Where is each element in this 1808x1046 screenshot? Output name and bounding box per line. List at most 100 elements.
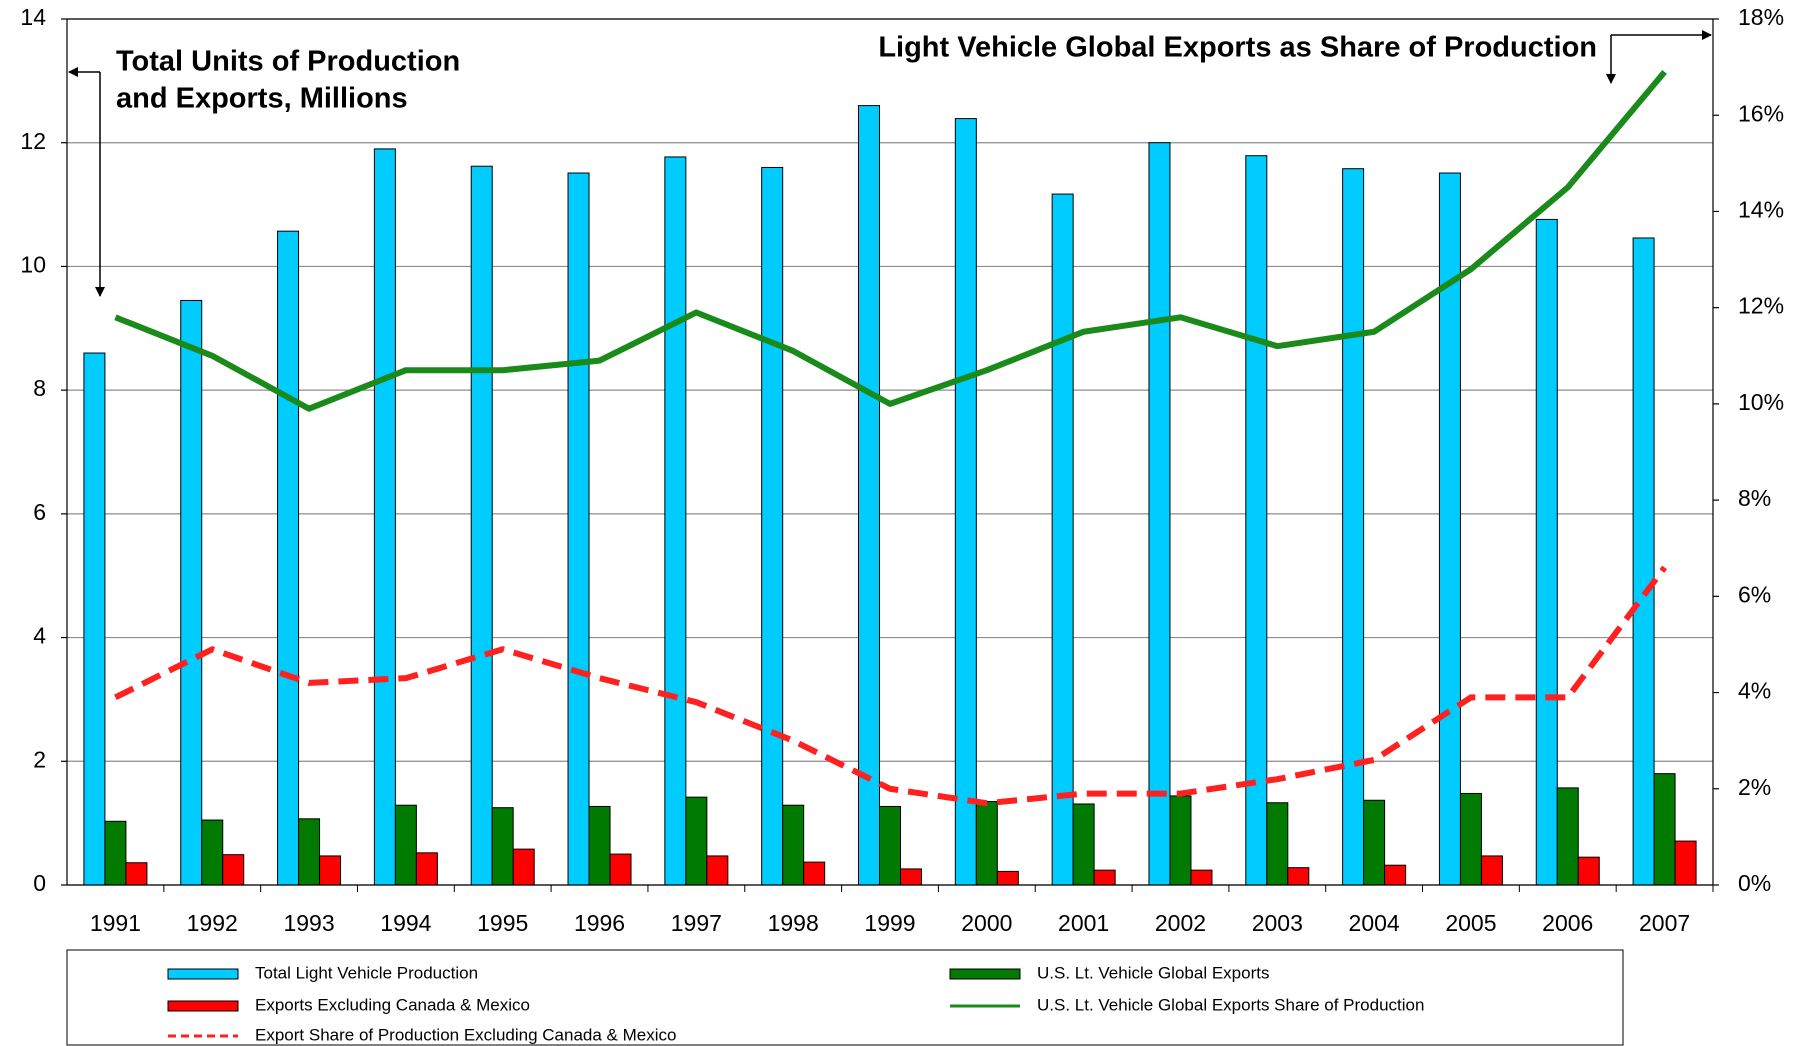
legend-label: Exports Excluding Canada & Mexico — [255, 995, 530, 1014]
grid — [61, 18, 1719, 892]
y2-axis-title: Light Vehicle Global Exports as Share of… — [878, 32, 1597, 64]
bar — [125, 862, 148, 886]
bar — [277, 230, 300, 886]
bar — [1384, 864, 1407, 886]
bar — [1577, 856, 1600, 886]
bar — [1169, 795, 1192, 886]
bar — [761, 166, 784, 886]
y-tick-label: 8 — [33, 375, 46, 401]
x-tick-label: 1998 — [768, 910, 819, 936]
bar — [1556, 787, 1579, 886]
bar — [298, 818, 321, 886]
y-axis-title: and Exports, Millions — [116, 83, 408, 115]
x-tick-label: 1992 — [187, 910, 238, 936]
bar — [609, 853, 632, 886]
y-tick-label: 0 — [33, 870, 46, 896]
bar — [803, 861, 826, 886]
y-axis-title: Total Units of Production — [116, 46, 460, 78]
bar — [180, 299, 203, 886]
x-tick-label: 1994 — [380, 910, 431, 936]
legend-label: U.S. Lt. Vehicle Global Exports — [1037, 963, 1269, 982]
bar — [1287, 867, 1310, 886]
bar — [588, 805, 611, 886]
y2-tick-label: 8% — [1738, 485, 1771, 511]
x-tick-label: 2001 — [1058, 910, 1109, 936]
legend-swatch — [167, 1000, 239, 1012]
bar — [664, 156, 687, 886]
y-tick-label: 2 — [33, 746, 46, 772]
x-tick-label: 1997 — [671, 910, 722, 936]
y2-tick-label: 16% — [1738, 100, 1784, 126]
bar — [1148, 142, 1171, 886]
x-tick-label: 2006 — [1542, 910, 1593, 936]
y2-tick-label: 4% — [1738, 678, 1771, 704]
legend-label: Export Share of Production Excluding Can… — [255, 1025, 676, 1044]
x-tick-label: 2002 — [1155, 910, 1206, 936]
bar — [1459, 792, 1482, 886]
bar — [222, 854, 245, 886]
bar — [996, 870, 1019, 886]
bar — [104, 820, 127, 886]
legend-box — [66, 949, 1624, 1046]
y2-tick-label: 10% — [1738, 389, 1784, 415]
bar — [1072, 803, 1095, 886]
bar — [1245, 155, 1268, 886]
bar — [706, 855, 729, 886]
y-tick-label: 4 — [33, 623, 46, 649]
y-tick-label: 10 — [20, 252, 46, 278]
x-tick-label: 2004 — [1349, 910, 1400, 936]
y2-tick-label: 6% — [1738, 581, 1771, 607]
bar — [319, 855, 342, 886]
y2-tick-label: 2% — [1738, 774, 1771, 800]
marks — [83, 69, 1697, 886]
bar — [1342, 168, 1365, 886]
y-tick-label: 12 — [20, 128, 46, 154]
x-tick-label: 2000 — [961, 910, 1012, 936]
x-tick-label: 2005 — [1445, 910, 1496, 936]
bar — [1051, 193, 1074, 886]
bar — [879, 805, 901, 886]
bar — [415, 852, 438, 886]
bar — [567, 172, 590, 886]
legend-label: Total Light Vehicle Production — [255, 963, 478, 982]
bar — [491, 807, 514, 886]
line — [114, 69, 1667, 412]
y-tick-label: 6 — [33, 499, 46, 525]
bar — [782, 804, 805, 886]
y2-tick-label: 14% — [1738, 197, 1784, 223]
x-tick-label: 1991 — [90, 910, 141, 936]
line — [114, 565, 1667, 807]
bar — [858, 105, 880, 886]
bar — [954, 118, 977, 886]
bar — [1674, 840, 1697, 886]
bar — [685, 796, 708, 886]
legend-swatch — [167, 968, 239, 980]
x-tick-label: 1996 — [574, 910, 625, 936]
legend-swatch — [949, 968, 1021, 980]
y-tick-label: 14 — [20, 4, 46, 30]
x-tick-label: 2003 — [1252, 910, 1303, 936]
bar — [1093, 869, 1116, 886]
bar — [83, 352, 106, 886]
x-tick-label: 1999 — [864, 910, 915, 936]
bar — [900, 868, 922, 886]
legend-label: U.S. Lt. Vehicle Global Exports Share of… — [1037, 995, 1424, 1014]
bar — [1480, 855, 1503, 886]
bar — [201, 819, 224, 886]
bar — [470, 165, 493, 886]
bar — [1632, 237, 1655, 886]
bar — [975, 800, 998, 886]
bar — [512, 848, 535, 886]
x-tick-label: 1993 — [283, 910, 334, 936]
bar — [394, 804, 417, 886]
bar — [1190, 869, 1213, 886]
bar — [1266, 802, 1289, 886]
x-tick-label: 1995 — [477, 910, 528, 936]
bar — [1363, 799, 1386, 886]
y2-tick-label: 0% — [1738, 870, 1771, 896]
bar — [1535, 218, 1558, 886]
x-tick-label: 2007 — [1639, 910, 1690, 936]
bar — [373, 148, 396, 886]
y2-tick-label: 12% — [1738, 293, 1784, 319]
